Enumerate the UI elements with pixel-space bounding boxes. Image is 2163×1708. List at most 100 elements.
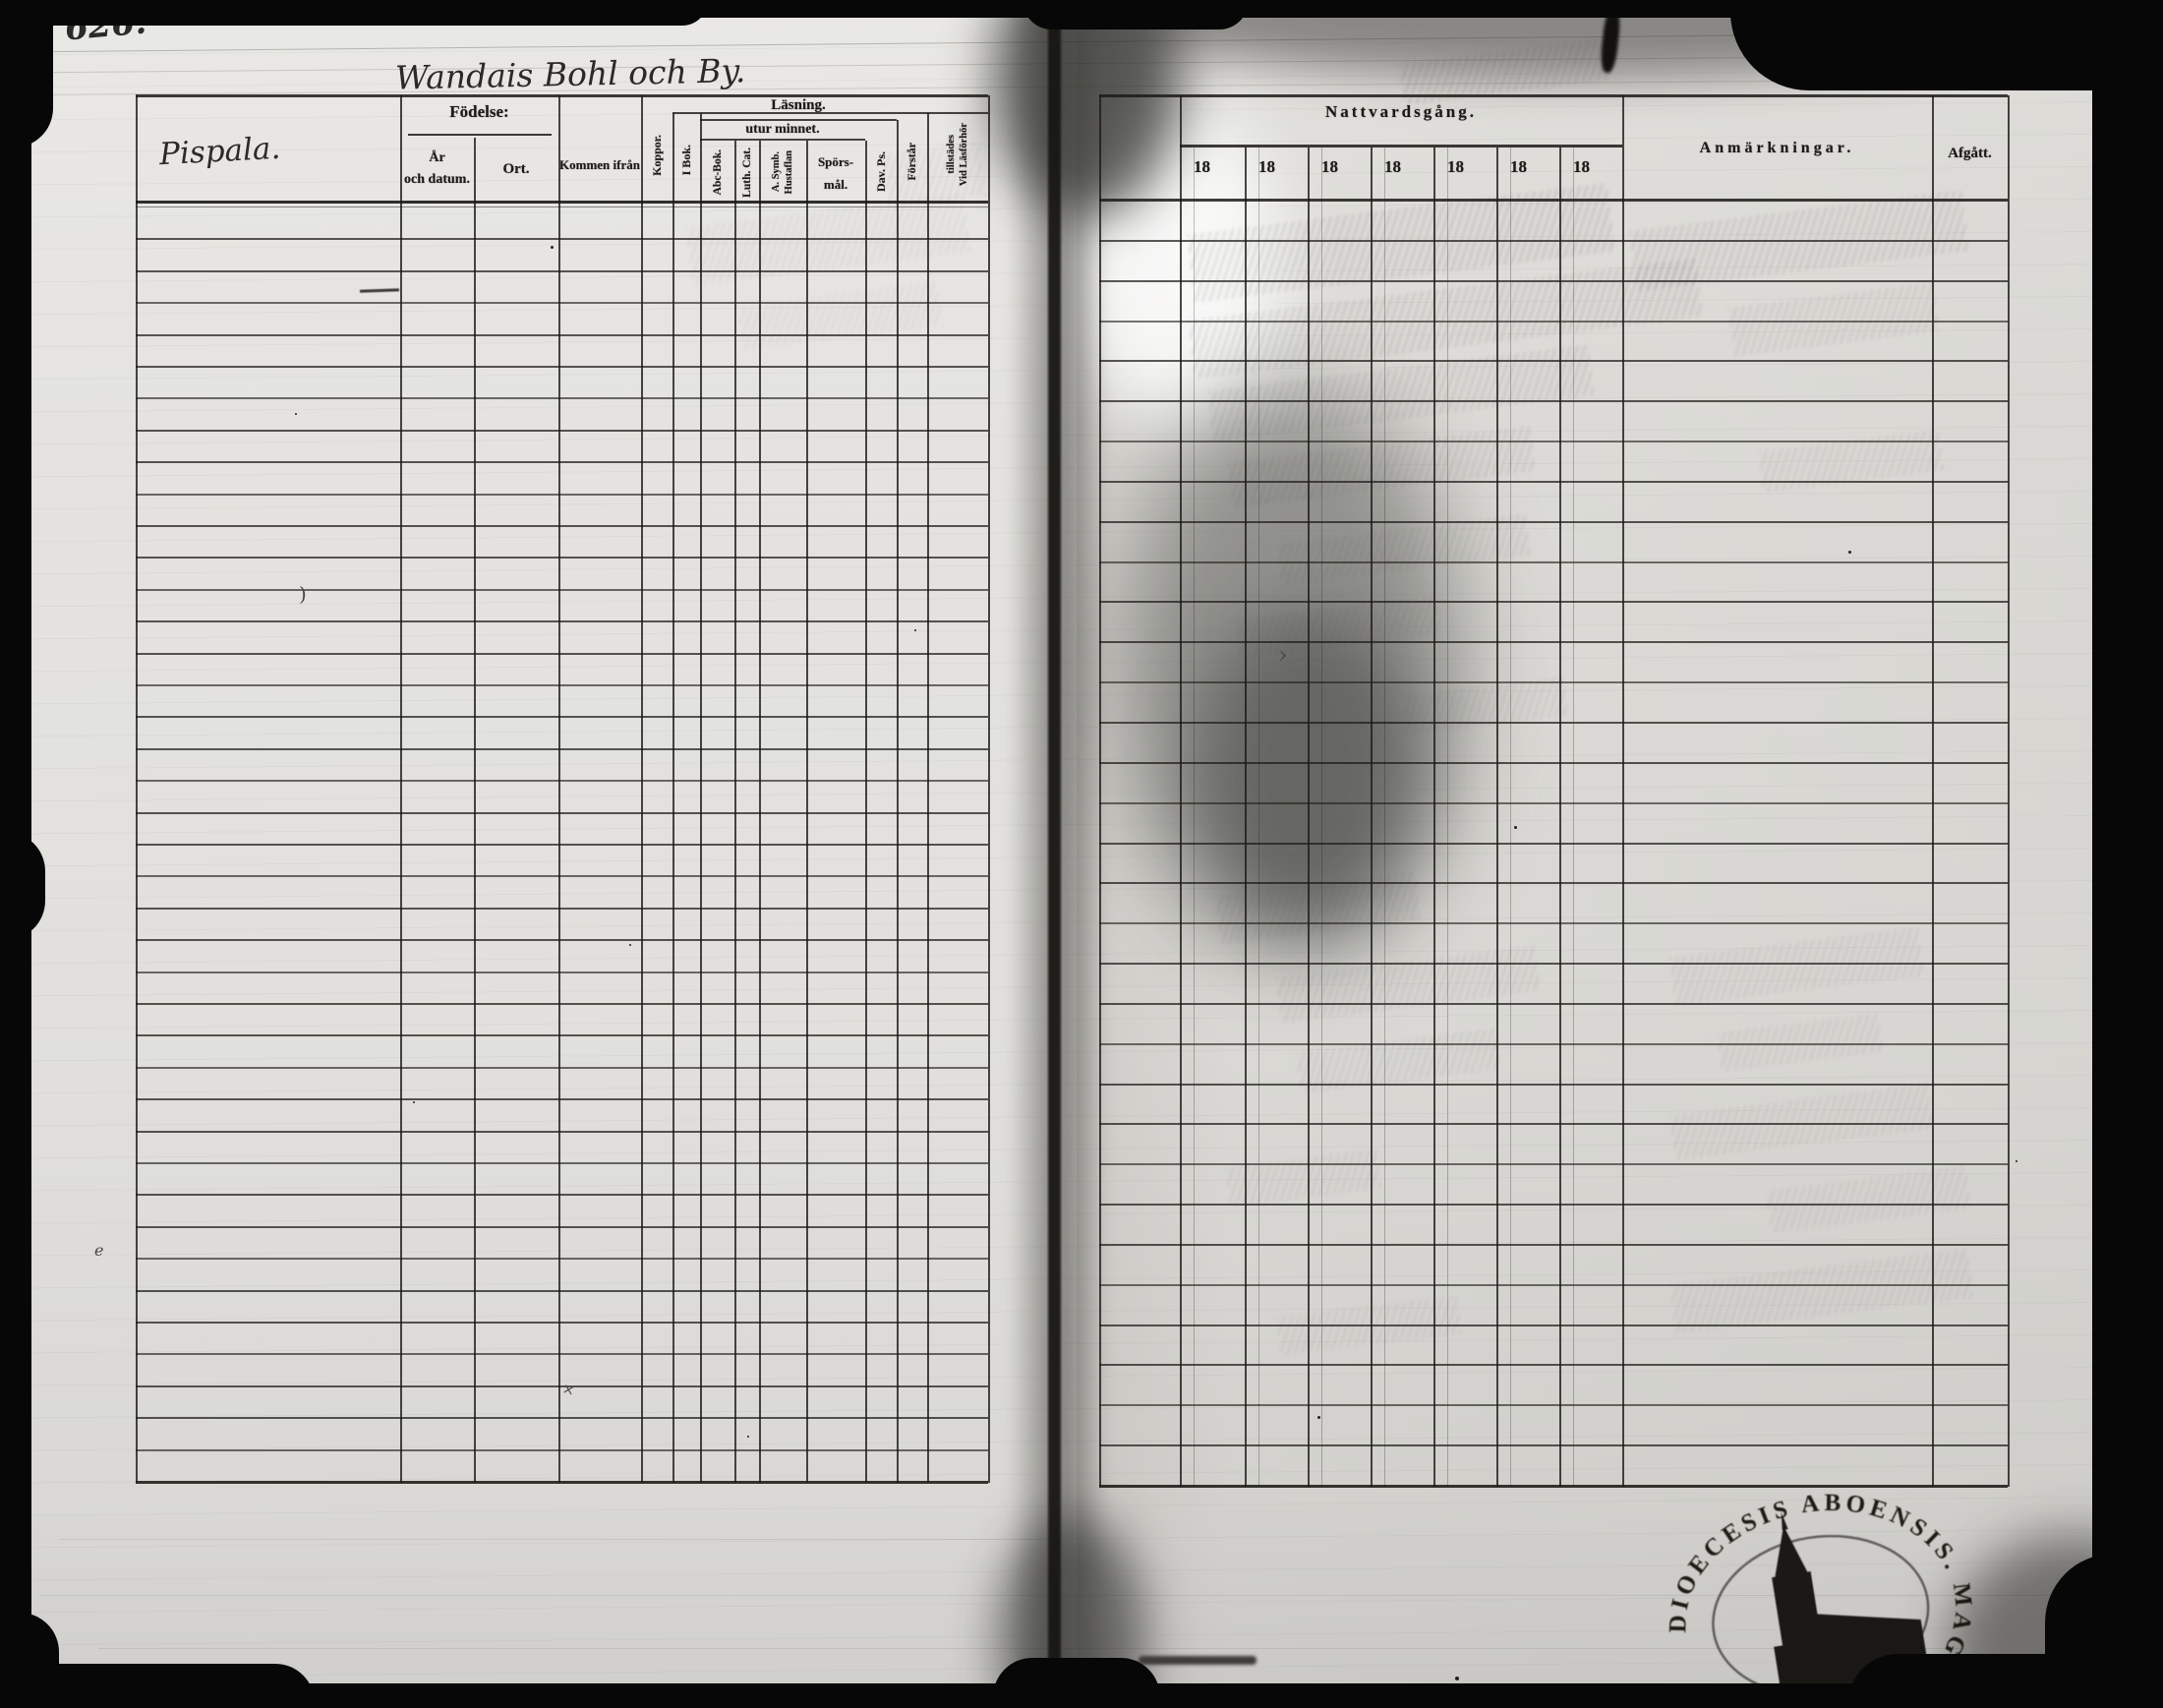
birth-group-header: Födelse:	[449, 102, 509, 121]
left-row-line	[136, 589, 988, 591]
right-table-column-line	[1371, 147, 1373, 1487]
right-row-line	[1099, 561, 2008, 563]
scan-edge-bottom-spine-bump	[993, 1658, 1160, 1708]
left-table-bottom-border	[136, 1481, 988, 1484]
dust-speck	[747, 1436, 749, 1438]
left-row-line	[136, 1003, 988, 1005]
year-column-inner-line	[1510, 147, 1511, 1487]
left-table-column-line	[734, 141, 736, 1483]
date-line: och datum.	[404, 172, 470, 188]
scan-edge-top-bump	[1023, 0, 1249, 29]
dust-speck	[551, 246, 554, 249]
right-row-line	[1099, 1244, 2008, 1246]
right-row-line	[1099, 963, 2008, 965]
left-table-column-line	[700, 113, 702, 1483]
pencil-chevron-mark: ›	[1278, 641, 1288, 669]
left-row-line	[136, 430, 988, 432]
left-row-line	[136, 1417, 988, 1419]
memory-group-underline	[700, 139, 865, 141]
right-row-line	[1099, 521, 2008, 523]
right-row-line	[1099, 601, 2008, 603]
right-row-line	[1099, 762, 2008, 764]
left-row-line	[136, 397, 988, 399]
left-table-column-line	[897, 120, 899, 1483]
left-row-line	[136, 1131, 988, 1133]
right-table-bottom-border	[1099, 1485, 2008, 1488]
left-header-bottom-line	[136, 201, 988, 204]
reading-group-header: Läsning.	[771, 97, 826, 113]
right-table-column-line	[1308, 147, 1310, 1487]
right-row-line	[1099, 321, 2008, 323]
hustaflan-line2: A. Symb.	[771, 151, 782, 193]
book-spine	[1048, 0, 1061, 1708]
left-row-line	[136, 939, 988, 941]
left-row-line	[136, 748, 988, 750]
right-row-line	[1099, 240, 2008, 242]
right-row-line	[1099, 641, 2008, 643]
right-row-line	[1099, 1404, 2008, 1406]
come-from-column-header: Kommen ifrån	[559, 157, 640, 172]
left-row-line	[136, 1258, 988, 1260]
right-header-bottom-line	[1099, 199, 2008, 202]
left-row-line	[136, 1098, 988, 1100]
year-date-column-header: År och datum.	[400, 147, 474, 192]
dust-speck	[914, 629, 916, 631]
left-row-line	[136, 1385, 988, 1387]
left-table-column-line	[474, 138, 476, 1483]
right-table-column-line	[1099, 95, 1101, 1487]
place-column-header: Ort.	[502, 161, 530, 177]
right-row-line	[1099, 441, 2008, 442]
scan-edge-bottom-right-bump	[1848, 1654, 2163, 1708]
year-column-inner-line	[1447, 147, 1448, 1487]
right-row-line	[1099, 400, 2008, 402]
left-row-line	[136, 844, 988, 846]
left-table-column-line	[136, 95, 138, 1483]
left-row-line	[136, 716, 988, 718]
right-row-line	[1099, 1043, 2008, 1045]
right-row-line	[1099, 1084, 2008, 1086]
left-row-line	[136, 812, 988, 814]
year-column-inner-line	[1384, 147, 1385, 1487]
right-row-line	[1099, 1163, 2008, 1165]
margin-streak	[59, 1539, 1042, 1540]
communion-group-header: Nattvardsgång.	[1325, 102, 1477, 121]
right-row-line	[1099, 1444, 2008, 1446]
birth-group-underline	[408, 134, 552, 136]
left-table-top-border	[136, 94, 988, 97]
left-row-line	[136, 653, 988, 655]
right-row-line	[1099, 722, 2008, 724]
scan-edge-left-top	[0, 0, 53, 147]
left-row-line	[136, 1162, 988, 1164]
right-row-line	[1099, 843, 2008, 845]
right-row-line	[1099, 1204, 2008, 1206]
hustaflan-line1: Hustaflan	[784, 149, 794, 195]
scan-edge-bottom-left-bump	[0, 1664, 315, 1708]
questions-line2: mål.	[823, 176, 848, 192]
communion-group-underline	[1180, 145, 1622, 147]
left-table-column-line	[400, 95, 402, 1483]
right-table-top-border	[1099, 94, 2008, 97]
scan-edge-left-notch	[0, 832, 45, 940]
smallpox-label: Koppor.	[649, 135, 664, 176]
left-table-column-line	[672, 113, 674, 1483]
right-table-column-line	[1433, 147, 1435, 1487]
catechism-column-header: Luth. Cat.	[734, 142, 759, 203]
reading-group-underline	[700, 119, 897, 121]
left-row-line	[136, 557, 988, 559]
left-table-column-line	[759, 141, 761, 1483]
right-row-line	[1099, 280, 2008, 282]
right-row-line	[1099, 681, 2008, 683]
dust-speck	[1514, 826, 1517, 829]
scan-corner-top-right	[1730, 0, 2163, 90]
left-row-line	[136, 238, 988, 240]
questions-column-header: Spörs- mål.	[806, 151, 865, 197]
left-row-line	[136, 1067, 988, 1069]
right-row-line	[1099, 882, 2008, 884]
dust-speck	[1317, 1416, 1320, 1419]
smallpox-column-header: Koppor.	[641, 110, 672, 201]
right-table-column-line	[1245, 147, 1247, 1487]
scan-edge-right	[2092, 0, 2163, 1708]
bottom-smudge-mark	[1139, 1656, 1257, 1665]
reading-bracket-line	[672, 112, 988, 114]
right-table-column-line	[1496, 147, 1498, 1487]
